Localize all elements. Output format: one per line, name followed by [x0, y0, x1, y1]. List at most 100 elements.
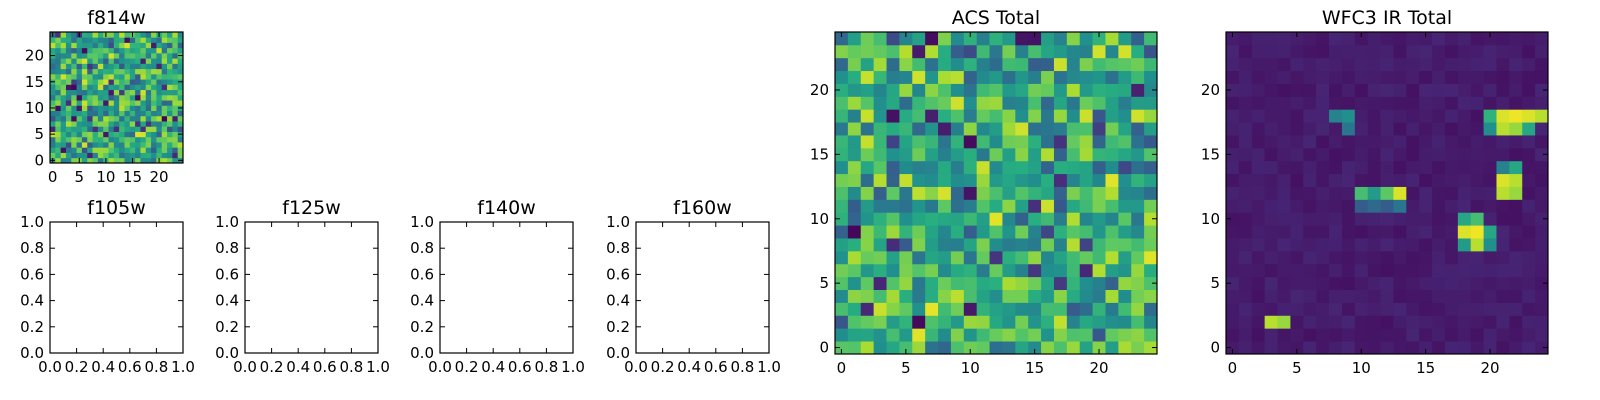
heatmap-cell	[1496, 328, 1510, 342]
heatmap-cell	[1457, 122, 1472, 136]
heatmap-cell	[950, 328, 965, 342]
heatmap-cell	[925, 199, 939, 213]
y-tick-label: 10	[1201, 210, 1220, 228]
heatmap-cell	[87, 37, 93, 43]
heatmap-cell	[1238, 276, 1253, 290]
y-tick-label: 0	[819, 339, 829, 357]
heatmap-cell	[1419, 109, 1433, 123]
heatmap-cell	[151, 52, 157, 59]
heatmap-cell	[1079, 341, 1093, 355]
heatmap-cell	[151, 79, 157, 85]
heatmap-cell	[177, 89, 184, 96]
heatmap-cell	[60, 147, 67, 153]
heatmap-cell	[1419, 173, 1433, 187]
heatmap-cell	[938, 44, 952, 59]
heatmap-cell	[899, 160, 913, 175]
heatmap-cell	[129, 42, 136, 49]
heatmap-cell	[1015, 135, 1029, 149]
heatmap-cell	[1444, 83, 1459, 97]
heatmap-cell	[1264, 341, 1278, 355]
heatmap-cell	[1444, 238, 1459, 252]
heatmap-cell	[1002, 276, 1016, 290]
heatmap-cell	[1444, 289, 1459, 303]
heatmap-cell	[1457, 328, 1472, 342]
heatmap-cell	[1483, 289, 1497, 303]
heatmap-cell	[97, 63, 104, 70]
heatmap-cell	[145, 79, 152, 85]
heatmap-cell	[1264, 32, 1278, 46]
heatmap-cell	[938, 199, 952, 213]
heatmap-cell	[1226, 96, 1240, 110]
heatmap-cell	[835, 289, 849, 303]
heatmap-cell	[938, 173, 952, 187]
heatmap-cell	[1238, 302, 1253, 316]
y-tick-label: 0.6	[20, 265, 44, 283]
heatmap-cell	[1015, 199, 1029, 213]
heatmap-cell	[124, 142, 131, 148]
heatmap-cell	[1393, 263, 1407, 278]
y-tick-label: 0.2	[20, 318, 44, 336]
heatmap-cell	[847, 70, 862, 84]
heatmap-cell	[1041, 122, 1055, 136]
heatmap-cell	[113, 42, 120, 49]
heatmap-cell	[1105, 276, 1119, 290]
heatmap-cell	[1144, 212, 1158, 226]
chart-title: f105w	[87, 197, 146, 219]
heatmap-cell	[1535, 32, 1549, 46]
heatmap-cell	[1264, 250, 1278, 265]
heatmap-cell	[1535, 109, 1549, 123]
heatmap-cell	[1002, 250, 1016, 265]
heatmap-cell	[1118, 199, 1132, 213]
heatmap-cell	[1341, 147, 1356, 162]
heatmap-cell	[1432, 341, 1446, 355]
heatmap-cell	[1457, 109, 1472, 123]
axes-frame	[834, 31, 1158, 355]
heatmap-cell	[81, 47, 88, 54]
y-tick-label: 0.2	[215, 318, 239, 336]
heatmap-cell	[950, 225, 965, 239]
heatmap-cell	[140, 58, 147, 64]
heatmap-cell	[1406, 250, 1420, 265]
heatmap-cell	[108, 147, 115, 153]
heatmap-cell	[177, 152, 184, 159]
heatmap-cell	[177, 47, 184, 54]
heatmap-cell	[1041, 135, 1055, 149]
heatmap-cell	[1483, 57, 1497, 72]
heatmap-cell	[1238, 186, 1253, 200]
heatmap-cell	[1226, 302, 1240, 316]
heatmap-cell	[1432, 186, 1446, 200]
x-tick-label: 0.4	[91, 358, 115, 376]
x-tick-label: 1.0	[561, 358, 585, 376]
heatmap-cell	[1522, 70, 1536, 84]
heatmap-cell	[1079, 135, 1093, 149]
heatmap-cell	[989, 83, 1003, 97]
x-tick-label: 15	[123, 168, 142, 186]
heatmap-cell	[1303, 109, 1317, 123]
heatmap-cell	[938, 96, 952, 110]
heatmap-cell	[87, 126, 93, 132]
heatmap-cell	[1277, 122, 1291, 136]
heatmap-cell	[1496, 212, 1510, 226]
heatmap-cell	[1444, 212, 1459, 226]
heatmap-cell	[161, 73, 168, 80]
heatmap-cell	[899, 199, 913, 213]
heatmap-cell	[1367, 289, 1381, 303]
heatmap-cell	[92, 73, 99, 80]
heatmap-cell	[119, 79, 125, 85]
heatmap-cell	[145, 68, 152, 75]
x-tick-label: 0.2	[260, 358, 284, 376]
heatmap-cell	[60, 94, 67, 101]
heatmap-cell	[1131, 160, 1145, 175]
heatmap-cell	[912, 57, 926, 72]
heatmap-cell	[135, 73, 141, 80]
heatmap-cell	[167, 121, 173, 127]
heatmap-cell	[1406, 57, 1420, 72]
heatmap-cell	[87, 47, 93, 54]
heatmap-cell	[1118, 32, 1132, 46]
heatmap-cell	[1419, 96, 1433, 110]
heatmap-cell	[912, 135, 926, 149]
heatmap-cell	[161, 142, 168, 148]
heatmap-cell	[1118, 122, 1132, 136]
heatmap-cell	[55, 147, 62, 153]
heatmap-cell	[71, 42, 77, 49]
